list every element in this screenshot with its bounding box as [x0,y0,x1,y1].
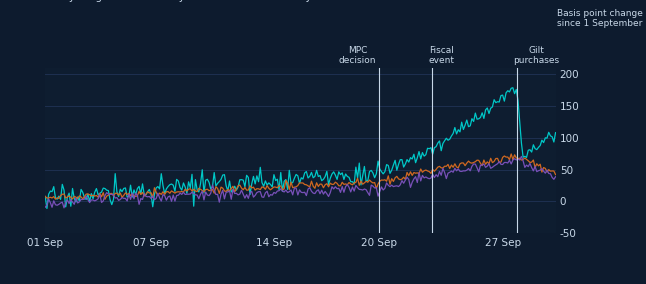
Text: MPC
decision: MPC decision [339,46,376,65]
Text: Gilt
purchases: Gilt purchases [514,46,559,65]
Text: Basis point change
since 1 September: Basis point change since 1 September [557,9,643,28]
Legend: UK 30 year gilt, US 30 year, Euro Area 30 year: UK 30 year gilt, US 30 year, Euro Area 3… [10,0,333,6]
Text: Fiscal
event: Fiscal event [429,46,455,65]
